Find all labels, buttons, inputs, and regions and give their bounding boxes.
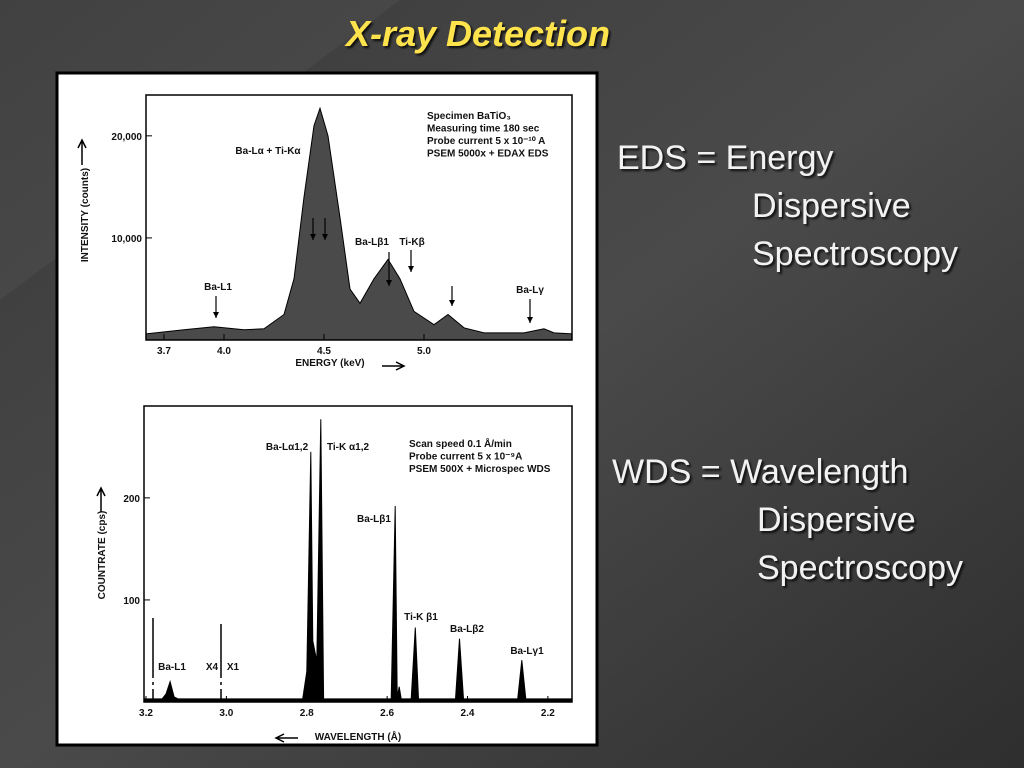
- y-axis-label: COUNTRATE (cps): [97, 511, 108, 600]
- x-tick-label: 4.5: [317, 346, 331, 357]
- peak-label: Ba-L1: [158, 662, 186, 673]
- peak-label: Ti-Kβ: [399, 237, 424, 248]
- arrow-head: [449, 300, 455, 306]
- arrow-head: [408, 266, 414, 272]
- info-line: Probe current 5 x 10⁻¹⁰ A: [427, 136, 545, 147]
- peak-label: Ba-Lβ1: [357, 514, 391, 525]
- eds-line: Spectroscopy: [752, 235, 958, 273]
- peak-label: Ba-Lα + Ti-Kα: [235, 146, 301, 157]
- peak-label: X4: [206, 662, 219, 673]
- y-tick-label: 10,000: [111, 234, 142, 245]
- wds-line: WDS = Wavelength: [612, 453, 908, 491]
- x-tick-label: 4.0: [217, 346, 231, 357]
- x-axis-label: WAVELENGTH (Å): [315, 730, 401, 743]
- info-line: Measuring time 180 sec: [427, 124, 540, 135]
- x-tick-label: 2.4: [461, 708, 475, 719]
- plot-frame: [143, 405, 573, 703]
- info-line: Specimen BaTiO₃: [427, 111, 511, 122]
- x-tick-label: 3.0: [219, 708, 233, 719]
- y-tick-label: 20,000: [111, 132, 142, 143]
- peak-label: Ti-K α1,2: [327, 442, 370, 453]
- axis-arrow: [77, 138, 87, 165]
- x-tick-label: 3.7: [157, 346, 171, 357]
- arrow-head: [310, 234, 316, 240]
- x-tick-label: 2.6: [380, 708, 394, 719]
- peak-label: Ti-K β1: [404, 612, 438, 623]
- peak-label: X1: [227, 662, 240, 673]
- peak-label: Ba-Lα1,2: [266, 442, 309, 453]
- arrow-head: [386, 280, 392, 286]
- peak-label: Ba-L1: [204, 282, 232, 293]
- eds-line: EDS = Energy: [617, 139, 833, 177]
- x-tick-label: 5.0: [417, 346, 431, 357]
- peak-label: Ba-Lγ1: [510, 646, 544, 657]
- axis-arrow: [96, 486, 106, 512]
- x-tick-label: 2.2: [541, 708, 555, 719]
- plots: 3.7 4.0 4.5 5.0 10,000 20,000 ENERGY (keV) INTE…: [77, 94, 573, 743]
- spectrum-area: [145, 106, 573, 341]
- spectrum-area: [143, 419, 573, 703]
- y-tick-label: 100: [123, 596, 140, 607]
- peak-label: Ba-Lβ1: [355, 237, 389, 248]
- wds-line: Dispersive: [757, 501, 916, 539]
- wds-line: Spectroscopy: [757, 549, 963, 587]
- axis-arrow: [274, 733, 298, 743]
- peak-label: Ba-Lγ: [516, 285, 544, 296]
- info-line: Probe current 5 x 10⁻⁹A: [409, 452, 522, 463]
- eds-line: Dispersive: [752, 187, 911, 225]
- y-tick-label: 200: [123, 494, 140, 505]
- axis-arrow: [382, 361, 406, 371]
- info-line: Scan speed 0.1 Å/min: [409, 437, 512, 450]
- y-axis-label: INTENSITY (counts): [80, 168, 91, 262]
- plot-frame: [145, 94, 573, 341]
- arrow-head: [322, 234, 328, 240]
- arrow-head: [527, 317, 533, 323]
- info-line: PSEM 5000x + EDAX EDS: [427, 149, 549, 160]
- info-line: PSEM 500X + Microspec WDS: [409, 464, 551, 475]
- peak-label: Ba-Lβ2: [450, 624, 484, 635]
- x-tick-label: 3.2: [139, 708, 153, 719]
- slide-title: X-ray Detection: [344, 13, 610, 54]
- x-tick-label: 2.8: [300, 708, 314, 719]
- x-axis-label: ENERGY (keV): [295, 358, 364, 369]
- arrow-head: [213, 312, 219, 318]
